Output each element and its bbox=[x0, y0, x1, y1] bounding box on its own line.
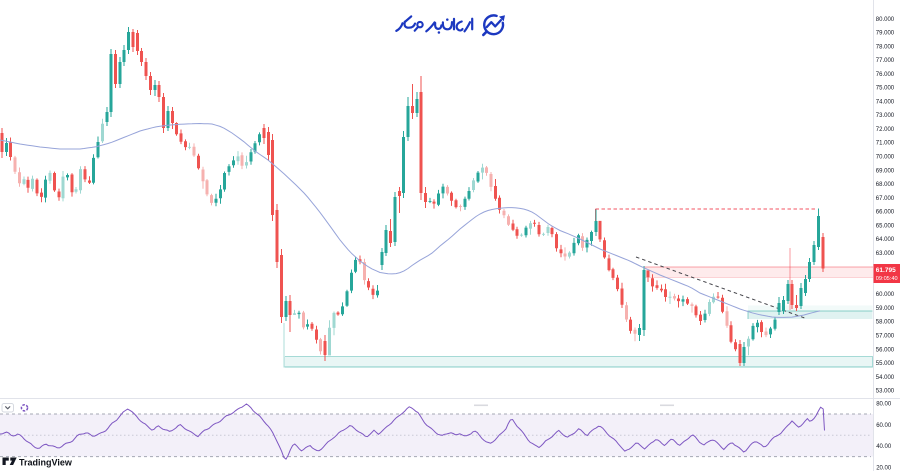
svg-text:69.000: 69.000 bbox=[876, 168, 895, 174]
svg-text:65.000: 65.000 bbox=[876, 223, 895, 229]
svg-text:60.00: 60.00 bbox=[876, 423, 892, 429]
svg-text:66.000: 66.000 bbox=[876, 210, 895, 216]
svg-text:71.000: 71.000 bbox=[876, 141, 895, 147]
svg-text:60.000: 60.000 bbox=[876, 292, 895, 298]
svg-text:64.000: 64.000 bbox=[876, 237, 895, 243]
svg-text:77.000: 77.000 bbox=[876, 58, 895, 64]
svg-text:72.000: 72.000 bbox=[876, 127, 895, 133]
svg-text:67.000: 67.000 bbox=[876, 196, 895, 202]
svg-text:63.000: 63.000 bbox=[876, 251, 895, 257]
svg-text:55.000: 55.000 bbox=[876, 361, 895, 367]
svg-text:73.000: 73.000 bbox=[876, 113, 895, 119]
svg-text:78.000: 78.000 bbox=[876, 44, 895, 50]
svg-text:76.000: 76.000 bbox=[876, 72, 895, 78]
svg-text:20.00: 20.00 bbox=[876, 466, 892, 471]
svg-text:74.000: 74.000 bbox=[876, 99, 895, 105]
svg-text:53.000: 53.000 bbox=[876, 389, 895, 395]
svg-text:80.00: 80.00 bbox=[876, 402, 892, 408]
svg-text:61.795: 61.795 bbox=[876, 267, 896, 274]
svg-text:54.000: 54.000 bbox=[876, 375, 895, 381]
svg-text:59.000: 59.000 bbox=[876, 306, 895, 312]
svg-text:09:05:40: 09:05:40 bbox=[876, 276, 898, 282]
svg-text:TradingView: TradingView bbox=[19, 458, 73, 468]
svg-text:68.000: 68.000 bbox=[876, 182, 895, 188]
svg-text:80.000: 80.000 bbox=[876, 17, 895, 23]
svg-text:79.000: 79.000 bbox=[876, 31, 895, 37]
svg-text:70.000: 70.000 bbox=[876, 155, 895, 161]
svg-text:56.000: 56.000 bbox=[876, 347, 895, 353]
svg-text:57.000: 57.000 bbox=[876, 334, 895, 340]
svg-text:40.00: 40.00 bbox=[876, 444, 892, 450]
svg-text:75.000: 75.000 bbox=[876, 86, 895, 92]
svg-text:58.000: 58.000 bbox=[876, 320, 895, 326]
